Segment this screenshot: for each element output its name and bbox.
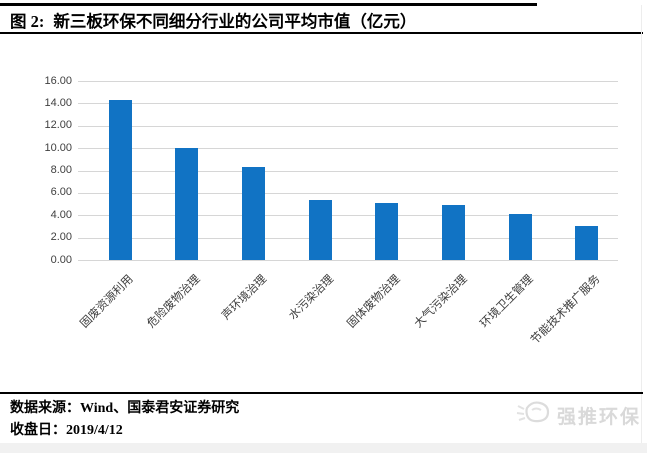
watermark: 强推环保 — [515, 398, 641, 433]
bar — [508, 214, 532, 260]
bar — [175, 148, 199, 260]
watermark-text: 强推环保 — [557, 407, 642, 428]
close-date-line: 收盘日：2019/4/12 — [10, 419, 123, 439]
figure-right-edge — [641, 5, 642, 443]
title-underline — [0, 32, 643, 34]
bar — [241, 167, 265, 260]
gridline — [78, 192, 618, 194]
bar-chart: 0.00 2.00 4.00 6.00 8.00 10.00 12.00 14.00 16.00… — [44, 74, 618, 347]
figure-label: 图 2: — [10, 12, 45, 31]
x-axis-category-label: 声环境治理 — [219, 273, 270, 323]
x-axis-category-label: 大气污染治理 — [411, 273, 470, 331]
gridline — [78, 125, 618, 127]
data-source-value: Wind、国泰君安证券研究 — [80, 401, 240, 416]
x-axis-category-label: 环境卫生管理 — [478, 273, 536, 331]
gridline — [78, 170, 618, 172]
gridline — [78, 237, 618, 239]
close-date-label: 收盘日： — [10, 423, 66, 438]
bar — [575, 226, 599, 260]
bar — [375, 202, 399, 260]
bar — [308, 199, 332, 260]
data-source-label: 数据来源： — [10, 401, 80, 416]
gridline — [78, 148, 618, 150]
x-axis-category-label: 节能技术推广服务 — [528, 273, 603, 347]
footer-rule — [0, 392, 643, 394]
y-axis-tick-label: 14.00 — [44, 96, 72, 109]
figure-header: 图 2: 新三板环保不同细分行业的公司平均市值（亿元） — [10, 8, 630, 32]
y-axis-tick-label: 16.00 — [44, 74, 72, 87]
x-axis-category-label: 危险废物治理 — [145, 273, 203, 331]
data-source-line: 数据来源：Wind、国泰君安证券研究 — [10, 397, 239, 417]
y-axis-tick-label: 4.00 — [50, 208, 72, 221]
y-axis-tick-label: 2.00 — [50, 231, 72, 244]
figure-title: 新三板环保不同细分行业的公司平均市值（亿元） — [53, 12, 417, 31]
x-axis-category-label: 固废资源利用 — [78, 273, 136, 331]
gridline — [78, 103, 618, 105]
y-axis-tick-label: 10.00 — [44, 141, 72, 154]
close-date-value: 2019/4/12 — [66, 423, 123, 438]
bottom-strip — [0, 443, 647, 453]
gridline — [78, 260, 618, 261]
bar — [442, 205, 465, 260]
x-axis-category-label: 水污染治理 — [286, 273, 336, 323]
gridline — [78, 215, 618, 217]
gridline — [78, 81, 618, 82]
fist-icon — [515, 398, 553, 433]
top-rule — [0, 3, 537, 6]
y-axis-tick-label: 12.00 — [44, 119, 72, 132]
x-axis-category-label: 固体废物治理 — [345, 273, 403, 331]
y-axis-tick-label: 6.00 — [50, 186, 72, 199]
bar — [108, 100, 132, 260]
y-axis-tick-label: 0.00 — [50, 253, 72, 266]
y-axis-tick-label: 8.00 — [50, 164, 72, 176]
